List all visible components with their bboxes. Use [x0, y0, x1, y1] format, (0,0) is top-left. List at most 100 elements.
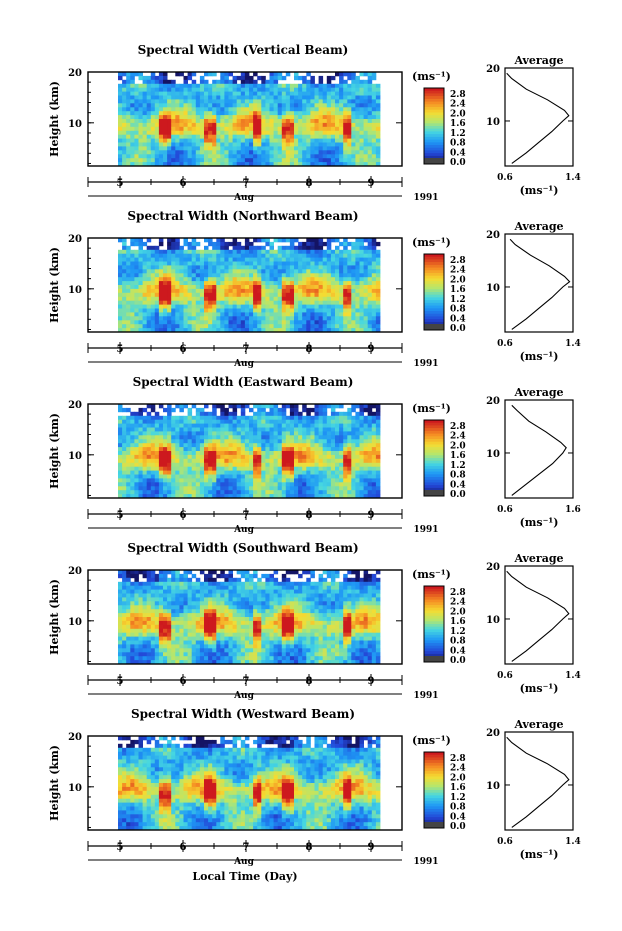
heatmap-cell [359, 146, 364, 151]
heatmap-cell [375, 162, 381, 167]
heatmap-cell [224, 107, 229, 112]
heatmap-cell [273, 87, 279, 92]
heatmap-cell [212, 273, 217, 278]
heatmap-cell [375, 447, 381, 452]
heatmap-cell [314, 415, 319, 421]
heatmap-cell [146, 269, 152, 274]
colorbar-tick-label: 0.4 [450, 314, 466, 324]
heatmap-cell [199, 249, 205, 255]
heatmap-cell [183, 249, 188, 255]
heatmap-cell [257, 320, 262, 325]
heatmap-cell [310, 292, 315, 298]
heatmap-cell [183, 308, 188, 313]
heatmap-cell [363, 462, 369, 468]
heatmap-cell [167, 439, 172, 444]
heatmap-cell [371, 419, 377, 424]
heatmap-cell [122, 107, 127, 112]
heatmap-cell [158, 241, 164, 247]
heatmap-cell [257, 308, 262, 313]
heatmap-cell [224, 273, 229, 278]
heatmap-cell [240, 122, 246, 128]
heatmap-cell [318, 308, 324, 313]
heatmap-cell [126, 439, 131, 444]
heatmap-cell [191, 107, 197, 112]
heatmap-cell [146, 126, 152, 132]
colorbar-swatch [424, 479, 444, 483]
heatmap-cell [118, 122, 123, 128]
heatmap-cell [146, 454, 152, 460]
heatmap-cell [204, 328, 209, 333]
heatmap-cell [322, 494, 328, 499]
heatmap-cell [146, 628, 152, 634]
heatmap-cell [150, 632, 156, 637]
heatmap-cell [285, 142, 291, 147]
heatmap-cell [281, 253, 287, 258]
heatmap-cell [359, 83, 364, 89]
heatmap-cell [212, 439, 217, 444]
heatmap-cell [126, 158, 131, 163]
heatmap-cell [228, 462, 233, 468]
heatmap-cell [187, 261, 193, 266]
heatmap-cell [343, 288, 348, 294]
heatmap-cell [138, 122, 143, 128]
heatmap-cell [183, 431, 188, 436]
heatmap-cell [187, 419, 193, 424]
heatmap-cell [343, 427, 348, 432]
heatmap-cell [310, 443, 315, 448]
heatmap-cell [167, 300, 172, 305]
heatmap-cell [330, 304, 336, 309]
heatmap-cell [126, 107, 131, 112]
heatmap-cell [261, 285, 266, 290]
heatmap-cell [253, 249, 258, 255]
heatmap-cell [322, 458, 328, 464]
heatmap-cell [126, 261, 131, 266]
heatmap-cell [269, 130, 274, 136]
heatmap-cell [236, 122, 242, 128]
heatmap-cell [330, 119, 336, 124]
heatmap-cell [187, 431, 193, 436]
heatmap-cell [146, 103, 152, 108]
heatmap-cell [355, 249, 360, 255]
heatmap-cell [163, 269, 168, 274]
heatmap-cell [339, 261, 344, 266]
heatmap-cell [318, 427, 324, 432]
heatmap-cell [142, 281, 148, 286]
heatmap-cell [257, 494, 262, 499]
heatmap-cell [216, 439, 221, 444]
heatmap-cell [294, 277, 299, 282]
heatmap-cell [195, 328, 201, 333]
heatmap-cell [253, 316, 258, 321]
heatmap-cell [306, 407, 311, 413]
heatmap-cell [322, 111, 328, 116]
heatmap-cell [204, 320, 209, 325]
heatmap-cell [224, 447, 229, 452]
heatmap-cell [306, 411, 311, 417]
heatmap-cell [294, 419, 299, 424]
heatmap-cell [371, 308, 377, 313]
heatmap-cell [228, 435, 233, 440]
heatmap-cell [277, 466, 283, 471]
heatmap-cell [318, 415, 324, 421]
heatmap-cell [355, 443, 360, 448]
heatmap-cell [171, 99, 176, 104]
heatmap-cell [314, 439, 319, 444]
heatmap-cell [265, 447, 270, 452]
colorbar-tick-label: 2.4 [450, 266, 466, 276]
heatmap-cell [199, 253, 205, 258]
heatmap-cell [314, 419, 319, 424]
heatmap-cell [257, 99, 262, 104]
heatmap-cell [322, 126, 328, 132]
heatmap-cell [126, 265, 131, 270]
heatmap-cell [261, 454, 266, 460]
heatmap-cell [367, 122, 373, 128]
heatmap-cell [118, 91, 123, 96]
heatmap-cell [126, 95, 131, 100]
heatmap-cell [359, 288, 364, 294]
heatmap-cell [187, 245, 193, 251]
heatmap-cell [204, 462, 209, 468]
heatmap-cell [220, 407, 225, 413]
heatmap-cell [294, 482, 299, 487]
heatmap-cell [363, 324, 369, 329]
heatmap-cell [158, 277, 164, 282]
heatmap-cell [347, 411, 352, 417]
